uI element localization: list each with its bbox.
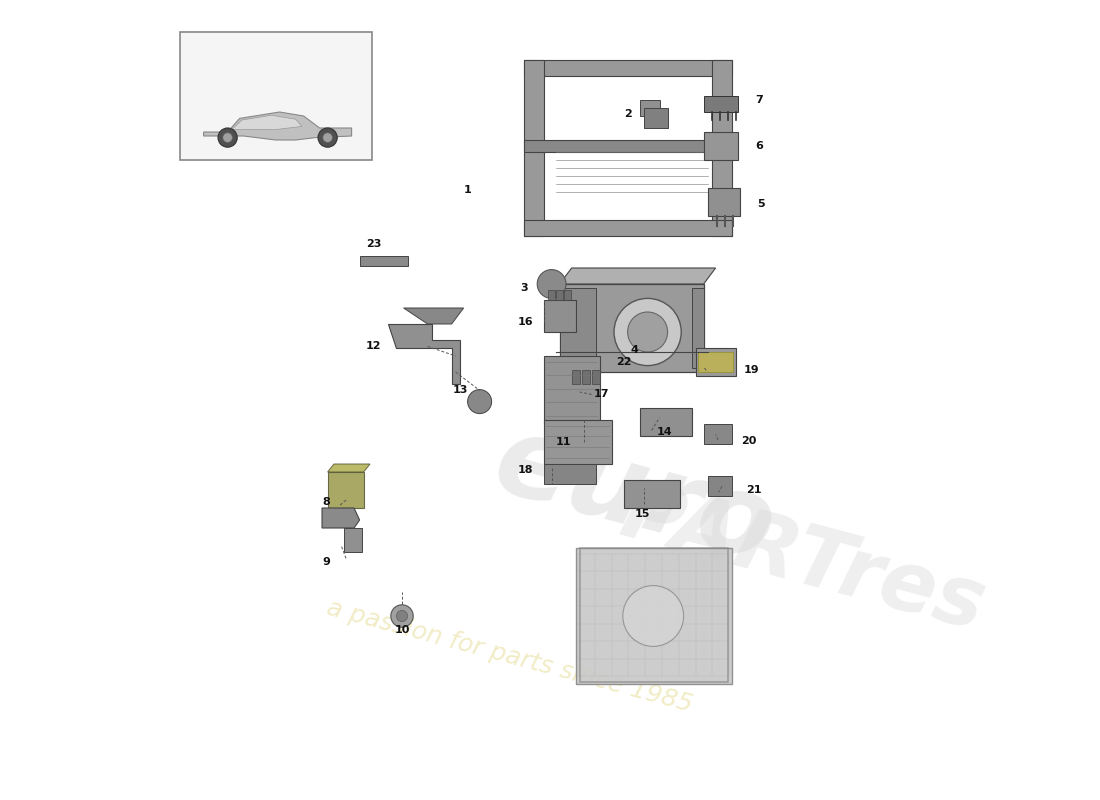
Polygon shape xyxy=(560,268,716,284)
Circle shape xyxy=(614,298,681,366)
Circle shape xyxy=(218,128,238,147)
Polygon shape xyxy=(322,508,360,528)
Polygon shape xyxy=(549,290,554,300)
Polygon shape xyxy=(524,60,543,236)
Polygon shape xyxy=(204,112,352,140)
Text: euro: euro xyxy=(484,407,788,585)
Text: a passion for parts since 1985: a passion for parts since 1985 xyxy=(323,595,695,717)
Polygon shape xyxy=(560,288,595,368)
Polygon shape xyxy=(624,480,680,508)
Text: PARTres: PARTres xyxy=(612,473,993,647)
Polygon shape xyxy=(564,290,571,300)
Polygon shape xyxy=(639,408,692,436)
Text: 1: 1 xyxy=(464,185,472,194)
Text: 14: 14 xyxy=(657,427,672,437)
Text: 6: 6 xyxy=(756,142,763,151)
Bar xyxy=(179,32,372,160)
Text: 12: 12 xyxy=(365,341,382,350)
Polygon shape xyxy=(704,132,738,160)
Text: 19: 19 xyxy=(744,365,759,374)
Polygon shape xyxy=(707,476,732,496)
Polygon shape xyxy=(704,96,738,112)
Polygon shape xyxy=(644,108,668,128)
Polygon shape xyxy=(524,60,732,76)
Polygon shape xyxy=(543,464,595,484)
Polygon shape xyxy=(387,324,460,384)
Polygon shape xyxy=(360,256,408,266)
Polygon shape xyxy=(572,370,580,384)
Text: 20: 20 xyxy=(741,436,757,446)
Polygon shape xyxy=(543,420,612,464)
Polygon shape xyxy=(560,284,704,372)
Text: 13: 13 xyxy=(452,385,468,394)
Polygon shape xyxy=(698,352,734,372)
Circle shape xyxy=(468,390,492,414)
Polygon shape xyxy=(524,220,732,236)
Polygon shape xyxy=(639,100,660,116)
Polygon shape xyxy=(543,300,575,332)
Text: 17: 17 xyxy=(593,389,608,398)
Circle shape xyxy=(322,133,332,142)
Text: 15: 15 xyxy=(635,509,650,518)
Polygon shape xyxy=(692,288,704,368)
Polygon shape xyxy=(575,548,732,684)
Text: 10: 10 xyxy=(394,626,409,635)
Text: 2: 2 xyxy=(624,109,631,118)
Circle shape xyxy=(537,270,566,298)
Circle shape xyxy=(223,133,232,142)
Polygon shape xyxy=(404,308,463,324)
Polygon shape xyxy=(695,348,736,376)
Polygon shape xyxy=(707,188,739,216)
Text: 16: 16 xyxy=(518,317,534,326)
Text: 11: 11 xyxy=(557,438,572,447)
Polygon shape xyxy=(543,356,600,424)
Polygon shape xyxy=(524,140,732,152)
Text: 23: 23 xyxy=(366,239,382,249)
Polygon shape xyxy=(343,528,362,552)
Text: 21: 21 xyxy=(746,485,761,494)
Text: 5: 5 xyxy=(757,199,764,209)
Text: 18: 18 xyxy=(518,466,534,475)
Circle shape xyxy=(390,605,414,627)
Circle shape xyxy=(396,610,408,622)
Text: 4: 4 xyxy=(630,346,638,355)
Polygon shape xyxy=(704,424,732,444)
Polygon shape xyxy=(328,472,364,508)
Polygon shape xyxy=(712,60,732,236)
Polygon shape xyxy=(232,115,302,130)
Polygon shape xyxy=(592,370,600,384)
Circle shape xyxy=(628,312,668,352)
Circle shape xyxy=(318,128,338,147)
Text: 3: 3 xyxy=(520,283,528,293)
Polygon shape xyxy=(557,290,563,300)
Polygon shape xyxy=(328,464,370,472)
Circle shape xyxy=(623,586,683,646)
Text: 22: 22 xyxy=(616,357,631,366)
Polygon shape xyxy=(582,370,590,384)
Text: 8: 8 xyxy=(322,498,330,507)
Text: 7: 7 xyxy=(756,95,763,105)
Text: 9: 9 xyxy=(322,557,330,566)
